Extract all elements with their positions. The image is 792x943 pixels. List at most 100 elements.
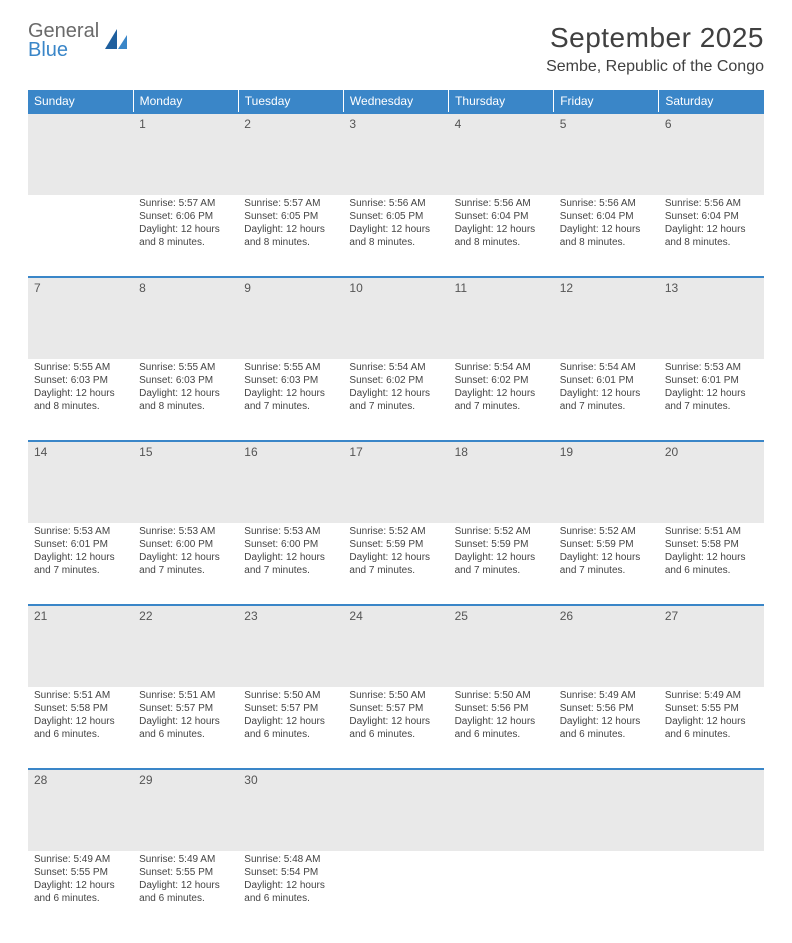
day-number: 6 bbox=[659, 114, 764, 134]
sunset-line: Sunset: 6:01 PM bbox=[34, 539, 108, 550]
day-number-cell: 11 bbox=[449, 277, 554, 359]
weekday-header: Monday bbox=[133, 90, 238, 113]
daynum-row: 123456 bbox=[28, 113, 764, 195]
day-number-cell: 27 bbox=[659, 605, 764, 687]
daynum-row: 282930 bbox=[28, 769, 764, 851]
day-number-cell: 1 bbox=[133, 113, 238, 195]
day-number-cell: 22 bbox=[133, 605, 238, 687]
day-number-cell: 10 bbox=[343, 277, 448, 359]
sunrise-line: Sunrise: 5:55 AM bbox=[139, 362, 215, 373]
sunrise-line: Sunrise: 5:53 AM bbox=[34, 526, 110, 537]
sunset-line: Sunset: 5:57 PM bbox=[244, 703, 318, 714]
sunrise-line: Sunrise: 5:48 AM bbox=[244, 854, 320, 865]
sunset-line: Sunset: 6:05 PM bbox=[244, 211, 318, 222]
day-info: Sunrise: 5:50 AMSunset: 5:57 PMDaylight:… bbox=[238, 687, 343, 745]
day-info: Sunrise: 5:49 AMSunset: 5:55 PMDaylight:… bbox=[659, 687, 764, 745]
day-body-cell: Sunrise: 5:56 AMSunset: 6:04 PMDaylight:… bbox=[554, 195, 659, 277]
sunrise-line: Sunrise: 5:53 AM bbox=[139, 526, 215, 537]
daylight-line: Daylight: 12 hours and 6 minutes. bbox=[665, 552, 746, 576]
day-number: 24 bbox=[343, 606, 448, 626]
day-body-cell: Sunrise: 5:51 AMSunset: 5:58 PMDaylight:… bbox=[28, 687, 133, 769]
weekday-header: Wednesday bbox=[343, 90, 448, 113]
day-number-cell: 26 bbox=[554, 605, 659, 687]
sunset-line: Sunset: 5:55 PM bbox=[139, 867, 213, 878]
day-number-cell: 15 bbox=[133, 441, 238, 523]
sunset-line: Sunset: 6:00 PM bbox=[139, 539, 213, 550]
weekday-header: Saturday bbox=[659, 90, 764, 113]
day-number: 11 bbox=[449, 278, 554, 298]
sunset-line: Sunset: 6:04 PM bbox=[455, 211, 529, 222]
daybody-row: Sunrise: 5:53 AM Sunset: 6:01 PM Daylight:… bbox=[28, 523, 764, 605]
day-body-cell: Sunrise: 5:49 AMSunset: 5:55 PMDaylight:… bbox=[659, 687, 764, 769]
sunset-line: Sunset: 5:57 PM bbox=[139, 703, 213, 714]
day-body-cell: Sunrise: 5:57 AMSunset: 6:05 PMDaylight:… bbox=[238, 195, 343, 277]
day-body-cell: Sunrise: 5:52 AMSunset: 5:59 PMDaylight:… bbox=[554, 523, 659, 605]
day-body-cell: Sunrise: 5:53 AMSunset: 6:00 PMDaylight:… bbox=[238, 523, 343, 605]
sunset-line: Sunset: 5:58 PM bbox=[665, 539, 739, 550]
sunrise-line: Sunrise: 5:50 AM bbox=[455, 690, 531, 701]
sunset-line: Sunset: 5:56 PM bbox=[455, 703, 529, 714]
day-info: Sunrise: 5:56 AMSunset: 6:04 PMDaylight:… bbox=[554, 195, 659, 253]
sunrise-line: Sunrise: 5:56 AM bbox=[665, 198, 741, 209]
sunset-line: Sunset: 5:55 PM bbox=[34, 867, 108, 878]
sunrise-line: Sunrise: 5:56 AM bbox=[349, 198, 425, 209]
day-number-cell: 8 bbox=[133, 277, 238, 359]
day-number-cell: 23 bbox=[238, 605, 343, 687]
sunrise-line: Sunrise: 5:56 AM bbox=[455, 198, 531, 209]
day-number: 19 bbox=[554, 442, 659, 462]
day-info: Sunrise: 5:56 AM Sunset: 6:04 PM Daylight:… bbox=[449, 195, 554, 253]
sunset-line: Sunset: 6:02 PM bbox=[455, 375, 529, 386]
sunset-line: Sunset: 6:01 PM bbox=[560, 375, 634, 386]
sunrise-line: Sunrise: 5:50 AM bbox=[349, 690, 425, 701]
day-number-cell: 12 bbox=[554, 277, 659, 359]
daylight-line: Daylight: 12 hours and 8 minutes. bbox=[349, 224, 430, 248]
day-number-cell bbox=[659, 769, 764, 851]
day-number: 2 bbox=[238, 114, 343, 134]
daynum-row: 21222324252627 bbox=[28, 605, 764, 687]
weekday-header: Tuesday bbox=[238, 90, 343, 113]
day-body-cell: Sunrise: 5:49 AMSunset: 5:56 PMDaylight:… bbox=[554, 687, 659, 769]
day-info: Sunrise: 5:49 AMSunset: 5:55 PMDaylight:… bbox=[28, 851, 133, 909]
day-info: Sunrise: 5:55 AMSunset: 6:03 PMDaylight:… bbox=[133, 359, 238, 417]
sunset-line: Sunset: 6:03 PM bbox=[139, 375, 213, 386]
sunset-line: Sunset: 6:04 PM bbox=[560, 211, 634, 222]
day-number: 8 bbox=[133, 278, 238, 298]
day-body-cell: Sunrise: 5:56 AM Sunset: 6:04 PM Daylight:… bbox=[449, 195, 554, 277]
sunset-line: Sunset: 5:59 PM bbox=[455, 539, 529, 550]
day-number-cell: 20 bbox=[659, 441, 764, 523]
sunrise-line: Sunrise: 5:51 AM bbox=[665, 526, 741, 537]
daylight-line: Daylight: 12 hours and 8 minutes. bbox=[455, 224, 536, 248]
weekday-header-row: Sunday Monday Tuesday Wednesday Thursday… bbox=[28, 90, 764, 113]
day-number-cell: 28 bbox=[28, 769, 133, 851]
day-number: 4 bbox=[449, 114, 554, 134]
daylight-line: Daylight: 12 hours and 6 minutes. bbox=[349, 716, 430, 740]
daylight-line: Daylight: 12 hours and 6 minutes. bbox=[244, 880, 325, 904]
daylight-line: Daylight: 12 hours and 7 minutes. bbox=[560, 552, 641, 576]
day-body-cell: Sunrise: 5:55 AMSunset: 6:03 PMDaylight:… bbox=[28, 359, 133, 441]
day-info: Sunrise: 5:49 AMSunset: 5:55 PMDaylight:… bbox=[133, 851, 238, 909]
day-info: Sunrise: 5:55 AMSunset: 6:03 PMDaylight:… bbox=[28, 359, 133, 417]
location: Sembe, Republic of the Congo bbox=[546, 58, 764, 76]
day-number-cell bbox=[28, 113, 133, 195]
daylight-line: Daylight: 12 hours and 7 minutes. bbox=[349, 388, 430, 412]
day-number: 27 bbox=[659, 606, 764, 626]
day-number-cell: 3 bbox=[343, 113, 448, 195]
day-number-cell bbox=[449, 769, 554, 851]
title-block: September 2025 Sembe, Republic of the Co… bbox=[546, 22, 764, 76]
day-number: 14 bbox=[28, 442, 133, 462]
day-number: 28 bbox=[28, 770, 133, 790]
day-info: Sunrise: 5:51 AM Sunset: 5:58 PM Daylight:… bbox=[659, 523, 764, 581]
day-number-cell: 13 bbox=[659, 277, 764, 359]
sunrise-line: Sunrise: 5:55 AM bbox=[34, 362, 110, 373]
day-number: 7 bbox=[28, 278, 133, 298]
day-number: 30 bbox=[238, 770, 343, 790]
sunrise-line: Sunrise: 5:56 AM bbox=[560, 198, 636, 209]
daylight-line: Daylight: 12 hours and 7 minutes. bbox=[665, 388, 746, 412]
day-body-cell bbox=[659, 851, 764, 933]
day-number-cell: 19 bbox=[554, 441, 659, 523]
daynum-row: 78910111213 bbox=[28, 277, 764, 359]
day-info: Sunrise: 5:50 AMSunset: 5:56 PMDaylight:… bbox=[449, 687, 554, 745]
sunrise-line: Sunrise: 5:53 AM bbox=[244, 526, 320, 537]
day-body-cell: Sunrise: 5:53 AMSunset: 6:00 PMDaylight:… bbox=[133, 523, 238, 605]
daybody-row: Sunrise: 5:51 AMSunset: 5:58 PMDaylight:… bbox=[28, 687, 764, 769]
